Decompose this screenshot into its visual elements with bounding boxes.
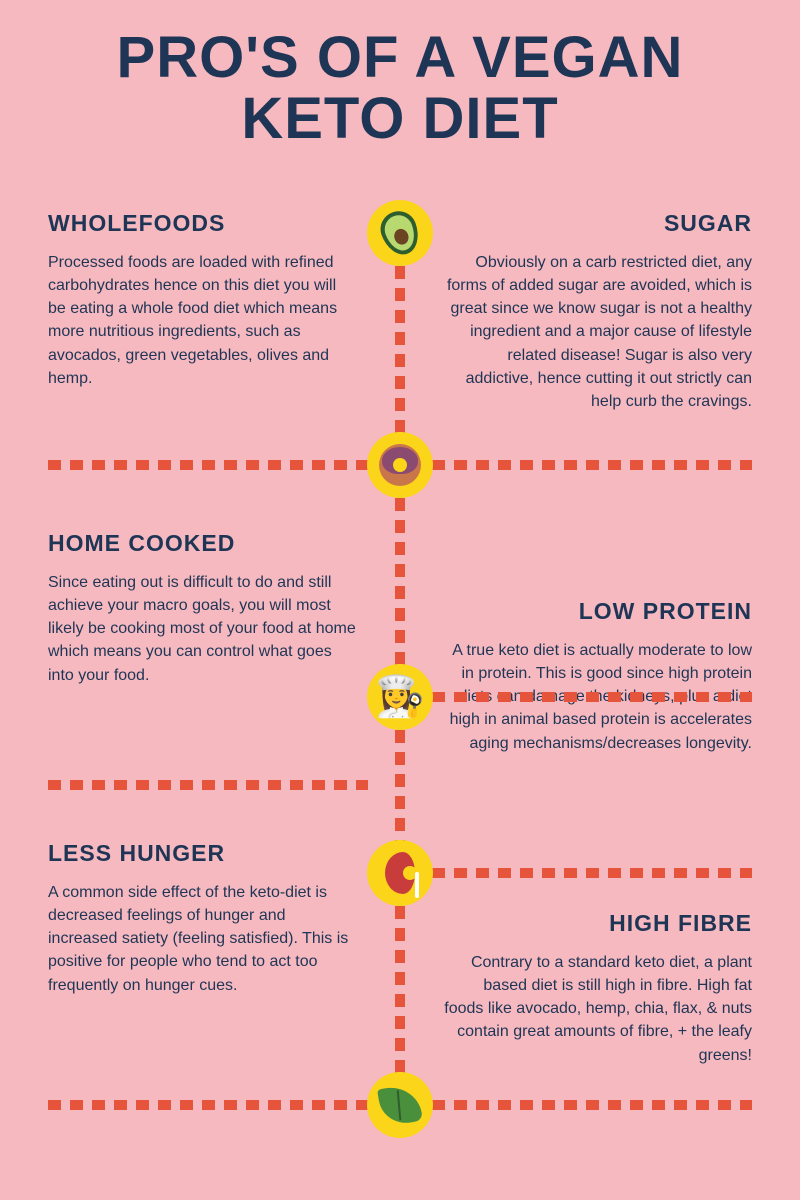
heading-home-cooked: HOME COOKED xyxy=(48,530,358,557)
leaf-icon xyxy=(367,1072,433,1138)
heading-wholefoods: WHOLEFOODS xyxy=(48,210,358,237)
body-sugar: Obviously on a carb restricted diet, any… xyxy=(442,251,752,413)
connector xyxy=(395,498,405,668)
connector xyxy=(395,730,405,844)
heading-high-fibre: HIGH FIBRE xyxy=(442,910,752,937)
section-less-hunger: LESS HUNGER A common side effect of the … xyxy=(48,840,358,997)
body-wholefoods: Processed foods are loaded with refined … xyxy=(48,251,358,390)
heading-less-hunger: LESS HUNGER xyxy=(48,840,358,867)
body-high-fibre: Contrary to a standard keto diet, a plan… xyxy=(442,951,752,1067)
connector xyxy=(48,1100,368,1110)
chef-icon: 👩‍🍳 xyxy=(367,664,433,730)
section-sugar: SUGAR Obviously on a carb restricted die… xyxy=(442,210,752,413)
heading-sugar: SUGAR xyxy=(442,210,752,237)
body-less-hunger: A common side effect of the keto-diet is… xyxy=(48,881,358,997)
donut-icon xyxy=(367,432,433,498)
body-home-cooked: Since eating out is difficult to do and … xyxy=(48,571,358,687)
section-low-protein: LOW PROTEIN A true keto diet is actually… xyxy=(442,598,752,755)
page-title: PRO'S OF A VEGAN KETO DIET xyxy=(0,0,800,160)
connector xyxy=(432,692,752,702)
connector xyxy=(48,780,368,790)
connector xyxy=(48,460,368,470)
section-home-cooked: HOME COOKED Since eating out is difficul… xyxy=(48,530,358,687)
connector xyxy=(432,1100,752,1110)
avocado-icon xyxy=(367,200,433,266)
section-wholefoods: WHOLEFOODS Processed foods are loaded wi… xyxy=(48,210,358,390)
connector xyxy=(395,906,405,1076)
infographic-body: 👩‍🍳 WHOLEFOODS Processed foods are loade… xyxy=(0,160,800,1160)
connector xyxy=(432,460,752,470)
connector xyxy=(395,266,405,436)
heading-low-protein: LOW PROTEIN xyxy=(442,598,752,625)
kidney-icon xyxy=(367,840,433,906)
connector xyxy=(432,868,752,878)
section-high-fibre: HIGH FIBRE Contrary to a standard keto d… xyxy=(442,910,752,1067)
